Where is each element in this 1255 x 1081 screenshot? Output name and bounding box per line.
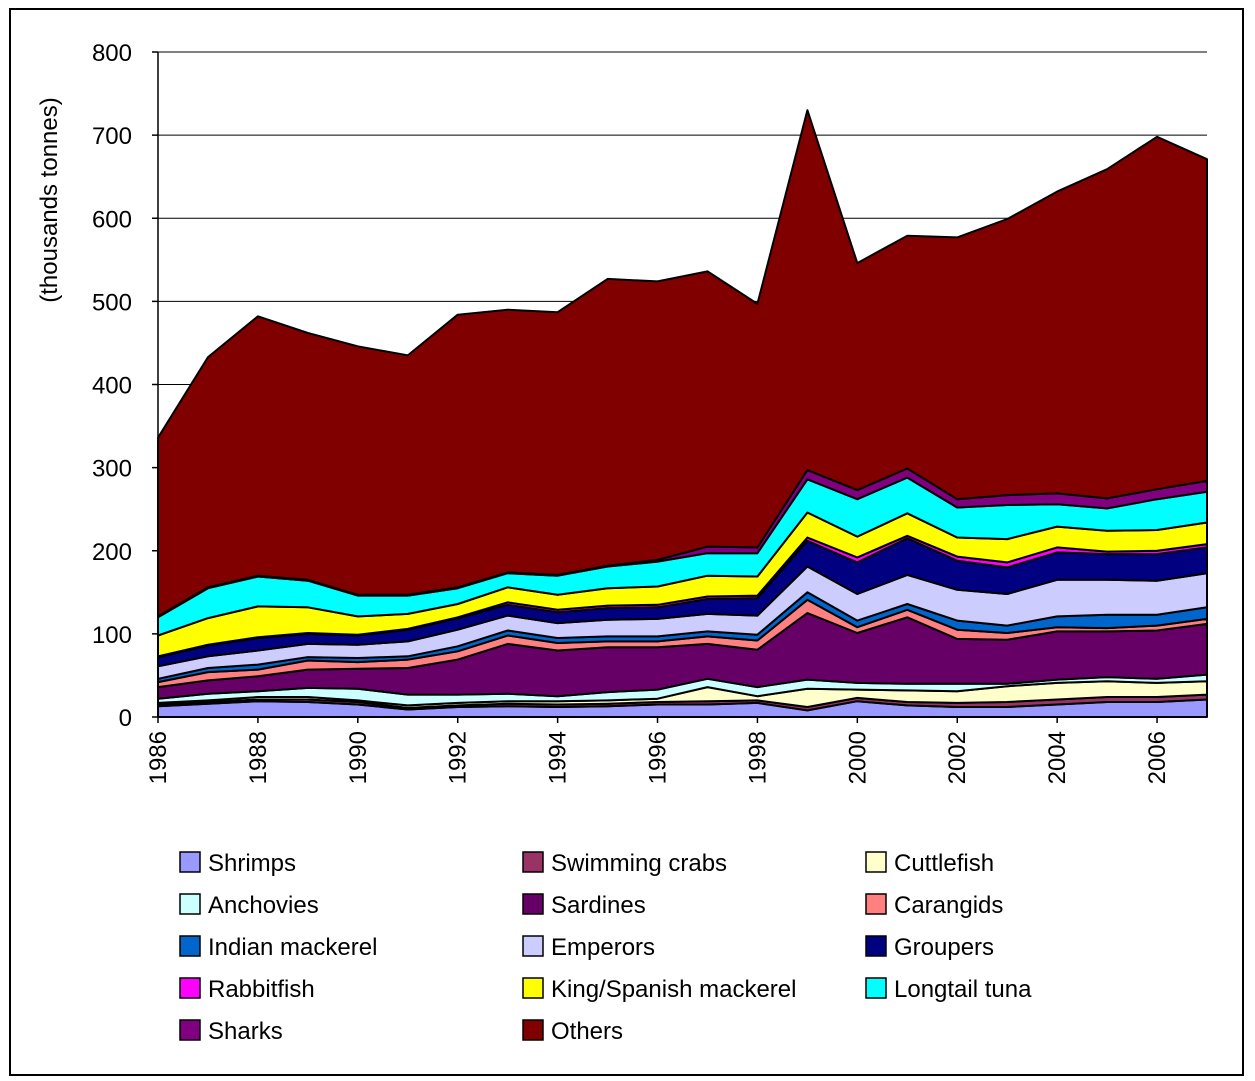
legend-swatch-king-spanish-mackerel (522, 977, 544, 999)
legend-label-sardines: Sardines (551, 892, 646, 919)
legend-label-anchovies: Anchovies (208, 892, 319, 919)
x-tick-label: 1990 (345, 731, 372, 784)
x-tick-label: 2000 (844, 731, 871, 784)
y-tick-label: 100 (92, 622, 132, 649)
y-tick-label: 0 (119, 705, 132, 732)
legend-label-shrimps: Shrimps (208, 850, 296, 877)
legend-swatch-indian-mackerel (179, 935, 201, 957)
legend-label-rabbitfish: Rabbitfish (208, 976, 315, 1003)
y-axis-title: (thousands tonnes) (36, 97, 63, 302)
y-tick-label: 700 (92, 123, 132, 150)
y-tick-label: 800 (92, 40, 132, 67)
x-tick-label: 2002 (944, 731, 971, 784)
legend-label-emperors: Emperors (551, 934, 655, 961)
legend-label-others: Others (551, 1018, 623, 1045)
legend-swatch-others (522, 1019, 544, 1041)
y-tick-label: 400 (92, 373, 132, 400)
legend-swatch-sharks (179, 1019, 201, 1041)
y-axis-tick-labels: 0 100 200 300 400 500 600 700 800 (92, 40, 132, 732)
legend-swatch-shrimps (179, 851, 201, 873)
x-tick-label: 1986 (145, 731, 172, 784)
area-others (157, 109, 1208, 618)
legend-label-indian-mackerel: Indian mackerel (208, 934, 377, 961)
x-tick-label: 1994 (545, 731, 572, 784)
y-tick-label: 600 (92, 206, 132, 233)
legend-swatch-rabbitfish (179, 977, 201, 999)
legend-label-king-spanish-mackerel: King/Spanish mackerel (551, 976, 796, 1003)
y-tick-label: 500 (92, 289, 132, 316)
x-tick-label: 1998 (744, 731, 771, 784)
legend-swatch-longtail-tuna (865, 977, 887, 999)
legend-swatch-carangids (865, 893, 887, 915)
legend-swatch-emperors (522, 935, 544, 957)
legend: Shrimps Swimming crabs Cuttlefish Anchovies… (179, 850, 1032, 1045)
y-tick-label: 200 (92, 539, 132, 566)
x-tick-label: 2004 (1044, 731, 1071, 784)
legend-label-groupers: Groupers (894, 934, 994, 961)
legend-label-carangids: Carangids (894, 892, 1003, 919)
legend-swatch-cuttlefish (865, 851, 887, 873)
legend-swatch-anchovies (179, 893, 201, 915)
area-series-layer (157, 109, 1208, 718)
legend-label-swimming-crabs: Swimming crabs (551, 850, 727, 877)
legend-label-cuttlefish: Cuttlefish (894, 850, 994, 877)
legend-swatch-swimming-crabs (522, 851, 544, 873)
x-tick-label: 1988 (245, 731, 272, 784)
y-tick-label: 300 (92, 456, 132, 483)
legend-swatch-sardines (522, 893, 544, 915)
x-tick-label: 1992 (445, 731, 472, 784)
legend-label-sharks: Sharks (208, 1018, 283, 1045)
legend-label-longtail-tuna: Longtail tuna (894, 976, 1032, 1003)
x-tick-label: 1996 (645, 731, 672, 784)
legend-swatch-groupers (865, 935, 887, 957)
axes (152, 51, 1207, 723)
x-axis-tick-labels: 1986 1988 1990 1992 1994 1996 1998 2000 2002 2004… (145, 731, 1171, 784)
x-tick-label: 2006 (1144, 731, 1171, 784)
